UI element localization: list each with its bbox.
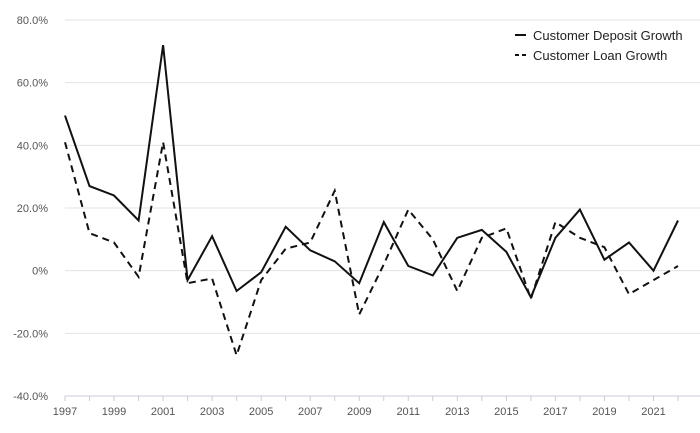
customer-deposit-growth-line	[64, 44, 679, 300]
x-tick-label: 2001	[151, 406, 175, 418]
x-tick-label: 2003	[200, 406, 224, 418]
x-tick-label: 2019	[592, 406, 616, 418]
legend-label: Customer Deposit Growth	[533, 28, 683, 43]
y-tick-label: 80.0%	[17, 15, 48, 27]
y-tick-label: 0%	[32, 266, 48, 278]
x-tick-label: 2013	[445, 406, 469, 418]
x-tick-label: 2009	[347, 406, 371, 418]
series-lines	[64, 44, 679, 359]
x-tick-label: 2011	[396, 406, 420, 418]
customer-loan-growth-line	[64, 141, 679, 359]
legend: Customer Deposit Growth Customer Loan Gro…	[515, 28, 683, 63]
x-tick-label: 1999	[102, 406, 126, 418]
x-tick-label: 2015	[494, 406, 518, 418]
x-tick-label: 2017	[543, 406, 567, 418]
x-tick-label: 1997	[53, 406, 77, 418]
y-axis: 80.0% 60.0% 40.0% 20.0% 0% -20.0% -40.0%	[13, 15, 48, 403]
x-tick-label: 2007	[298, 406, 322, 418]
y-tick-label: 40.0%	[17, 140, 48, 152]
x-tick-label: 2005	[249, 406, 273, 418]
x-tick-labels: 1997 1999 2001 2003 2005 2007 2009 2011 2013 2015…	[53, 406, 666, 418]
x-axis	[64, 395, 700, 401]
y-tick-label: 60.0%	[17, 78, 48, 90]
y-tick-label: 20.0%	[17, 203, 48, 215]
gridlines	[65, 19, 700, 334]
y-tick-label: -20.0%	[13, 328, 48, 340]
x-tick-label: 2021	[641, 406, 665, 418]
legend-label: Customer Loan Growth	[533, 48, 667, 63]
y-tick-label: -40.0%	[13, 391, 48, 403]
